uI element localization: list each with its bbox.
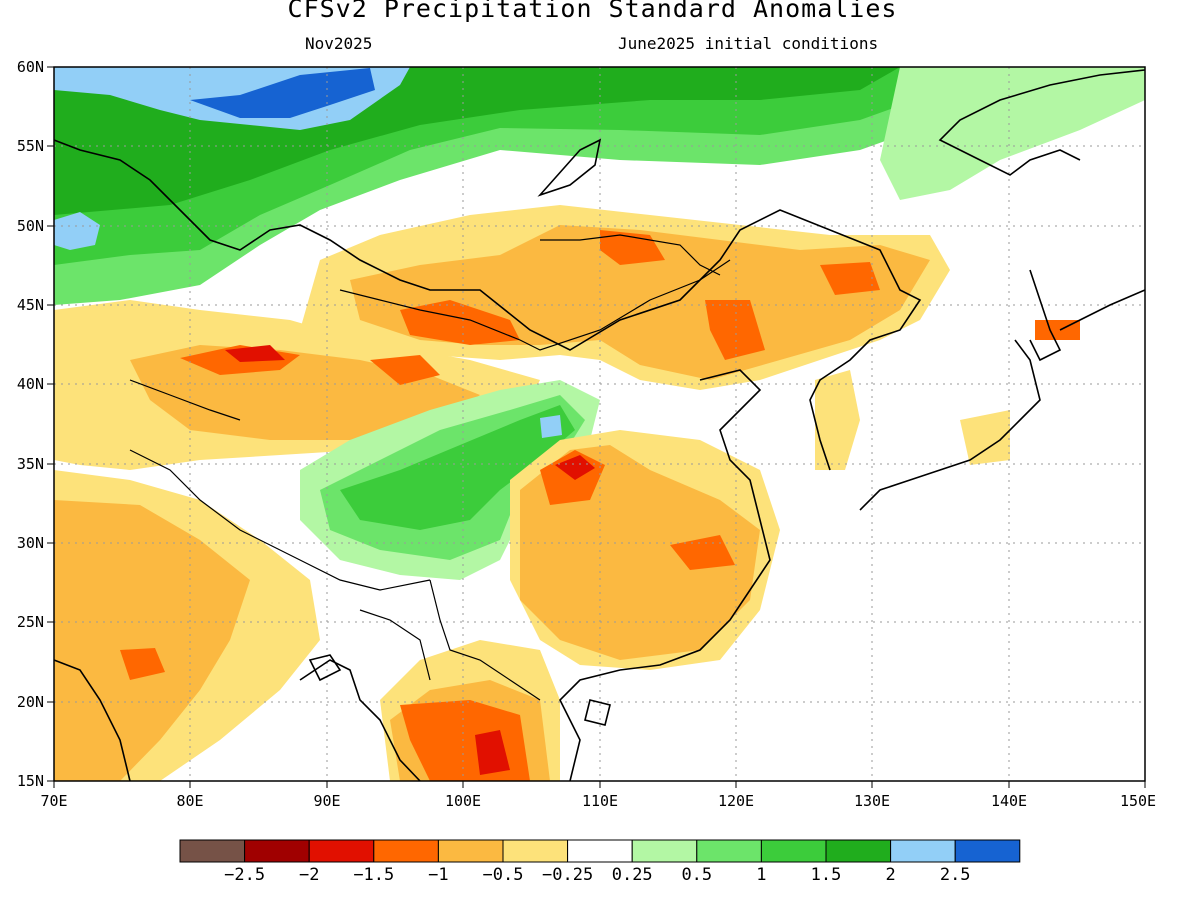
tibet-wet-strong	[340, 405, 575, 530]
siberia-wet-darkblue	[190, 68, 375, 118]
lat-label-15n: 15N	[17, 772, 44, 790]
indochina-dry-severe	[475, 730, 510, 775]
lat-label-30n: 30N	[17, 534, 44, 552]
lon-label-80e: 80E	[176, 792, 203, 810]
lat-label-50n: 50N	[17, 217, 44, 235]
longitude-labels: 70E 80E 90E 100E 110E 120E 130E 140E 150…	[40, 792, 1156, 810]
colorbar-swatch	[631, 839, 698, 863]
lat-label-60n: 60N	[17, 58, 44, 76]
colorbar-label: 1.5	[811, 865, 842, 885]
country-borders	[129, 234, 731, 701]
colorbar-label: 2.5	[940, 865, 971, 885]
colorbar-swatch	[954, 839, 1021, 863]
colorbar-swatch	[502, 839, 569, 863]
far-east-green	[880, 67, 1145, 200]
colorbar-label: −1.5	[353, 865, 394, 885]
colorbar-swatch	[567, 839, 633, 863]
colorbar-label: 2	[885, 865, 895, 885]
map-title: CFSv2 Precipitation Standard Anomalies	[287, 0, 898, 23]
japan-dry	[960, 410, 1010, 465]
colorbar-label: −1	[428, 865, 448, 885]
colorbar-swatch	[437, 839, 504, 863]
colorbar-label: 0.25	[612, 865, 653, 885]
central-asia-dry-severe	[225, 345, 285, 362]
forecast-month: Nov2025	[305, 34, 373, 53]
lon-label-120e: 120E	[718, 792, 754, 810]
colorbar-swatch	[179, 839, 246, 863]
lon-label-110e: 110E	[582, 792, 618, 810]
lat-label-45n: 45N	[17, 296, 44, 314]
colorbar-label: −0.25	[542, 865, 593, 885]
south-china-dry-severe	[555, 455, 595, 480]
colorbar-label: 1	[756, 865, 766, 885]
initial-conditions: June2025 initial conditions	[618, 34, 879, 53]
colorbar-swatch	[696, 839, 762, 863]
colorbar-labels: −2.5 −2 −1.5 −1 −0.5 −0.25 0.25 0.5 1 1.5 2 2.5	[224, 865, 970, 885]
korea-dry	[815, 370, 860, 470]
lon-label-130e: 130E	[854, 792, 890, 810]
latitude-labels: 60N 55N 50N 45N 40N 35N 30N 25N 20N 15N	[17, 58, 44, 790]
axis-ticks	[47, 66, 1146, 788]
lon-label-90e: 90E	[313, 792, 340, 810]
colorbar-label: −2.5	[224, 865, 265, 885]
lon-label-140e: 140E	[991, 792, 1027, 810]
colorbar-swatch	[760, 839, 827, 863]
anomaly-field	[54, 67, 1145, 781]
southeast-china-dry-strong	[670, 535, 735, 570]
lat-label-40n: 40N	[17, 375, 44, 393]
xinjiang-dry-core	[370, 355, 440, 385]
kazakh-wet-blue	[54, 212, 100, 250]
manchuria-dry-core	[820, 262, 880, 295]
colorbar-label: −2	[299, 865, 319, 885]
lat-label-55n: 55N	[17, 137, 44, 155]
coastlines	[53, 69, 1146, 782]
india-dry-strong	[120, 648, 165, 680]
india-dry-moderate	[54, 500, 250, 781]
colorbar-swatch	[373, 839, 439, 863]
lon-label-70e: 70E	[40, 792, 67, 810]
lat-label-20n: 20N	[17, 693, 44, 711]
colorbar-swatch	[308, 839, 375, 863]
lat-label-35n: 35N	[17, 455, 44, 473]
lon-label-150e: 150E	[1120, 792, 1156, 810]
north-china-dry-core	[600, 230, 665, 265]
inner-mongolia-dry-core	[705, 300, 765, 360]
mongolia-dry-core	[400, 300, 520, 345]
lon-label-100e: 100E	[445, 792, 481, 810]
colorbar-label: 0.5	[681, 865, 712, 885]
colorbar-swatch	[825, 839, 892, 863]
colorbar-swatch	[890, 839, 956, 863]
colorbar	[179, 839, 1021, 863]
colorbar-label: −0.5	[483, 865, 524, 885]
colorbar-swatch	[244, 839, 310, 863]
qinghai-wet-blue	[540, 415, 562, 438]
lat-label-25n: 25N	[17, 613, 44, 631]
